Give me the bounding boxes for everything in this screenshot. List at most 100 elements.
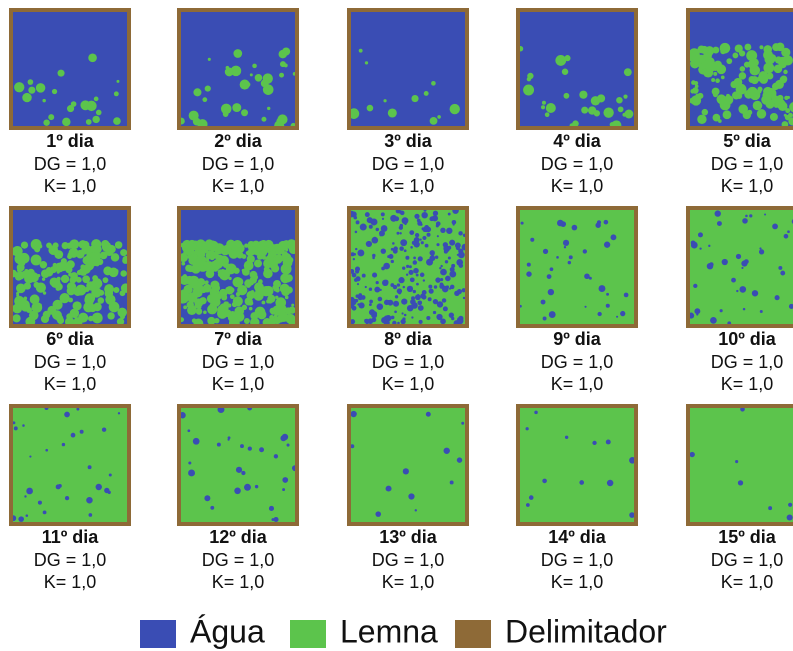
patch	[114, 91, 119, 96]
patch	[529, 495, 534, 500]
patch	[420, 273, 425, 278]
patch	[415, 294, 421, 300]
patch	[280, 284, 290, 294]
patch	[458, 316, 463, 321]
patch	[226, 286, 234, 294]
patch	[242, 254, 247, 259]
patch	[386, 486, 392, 492]
patch	[241, 471, 245, 475]
patch	[414, 214, 419, 219]
panel-label: 11º dia	[42, 527, 100, 547]
patch	[57, 277, 61, 281]
patch	[367, 217, 373, 223]
patch	[263, 286, 273, 296]
patch	[697, 55, 705, 63]
patch	[115, 241, 123, 249]
patch	[391, 316, 395, 320]
patch	[397, 322, 400, 325]
patch	[92, 116, 99, 123]
panel-k: K= 1,0	[382, 176, 435, 196]
patch	[86, 119, 92, 125]
patch	[15, 273, 22, 280]
patch	[188, 256, 197, 265]
patch	[736, 254, 741, 259]
panel-k: K= 1,0	[551, 572, 604, 592]
patch	[442, 298, 446, 302]
patch	[405, 256, 409, 260]
patch	[191, 243, 196, 248]
patch	[259, 447, 264, 452]
patch	[254, 259, 262, 267]
patch	[369, 225, 373, 229]
patch	[699, 247, 701, 249]
patch	[413, 268, 419, 274]
patch	[579, 91, 587, 99]
patch	[435, 255, 438, 258]
patch	[731, 278, 736, 283]
patch	[67, 282, 76, 291]
panel-k: K= 1,0	[382, 572, 435, 592]
patch	[108, 491, 111, 494]
patch	[421, 241, 424, 244]
patch	[416, 274, 419, 277]
patch	[188, 470, 195, 477]
patch	[457, 289, 462, 294]
patch	[248, 446, 252, 450]
patch	[440, 318, 446, 324]
patch	[227, 267, 234, 274]
patch	[80, 430, 84, 434]
patch	[28, 79, 34, 85]
patch	[603, 107, 613, 117]
patch	[89, 513, 93, 517]
patch	[230, 294, 235, 299]
patch	[24, 495, 26, 497]
panel-image	[518, 12, 634, 130]
patch	[738, 480, 743, 485]
patch	[543, 317, 547, 321]
patch	[23, 297, 27, 301]
patch	[534, 411, 538, 415]
patch	[739, 286, 746, 293]
patch	[224, 310, 231, 317]
patch	[34, 246, 40, 252]
patch	[202, 97, 207, 102]
patch	[407, 286, 413, 292]
patch	[207, 304, 217, 314]
patch	[721, 76, 725, 80]
patch	[722, 259, 728, 265]
panel-image	[10, 210, 131, 327]
panel-dg: DG = 1,0	[202, 352, 275, 372]
patch	[757, 109, 766, 118]
patch	[458, 251, 465, 258]
patch	[214, 318, 219, 323]
patch	[400, 211, 405, 216]
patch	[421, 212, 427, 218]
patch	[191, 265, 199, 273]
patch	[423, 279, 425, 281]
patch	[437, 235, 439, 237]
patch	[415, 509, 417, 511]
patch	[698, 232, 703, 237]
patch	[356, 220, 360, 224]
patch	[418, 305, 424, 311]
patch	[417, 221, 422, 226]
patch	[120, 249, 127, 256]
panel-bg	[520, 12, 634, 126]
patch	[121, 313, 124, 316]
patch	[46, 243, 52, 249]
panel-label: 14º dia	[548, 527, 607, 547]
patch	[720, 309, 723, 312]
patch	[285, 274, 293, 282]
patch	[450, 481, 454, 485]
patch	[366, 241, 372, 247]
patch	[733, 53, 739, 59]
patch	[16, 283, 26, 293]
patch	[748, 76, 755, 83]
patch	[693, 284, 697, 288]
patch	[717, 94, 727, 104]
patch	[18, 516, 24, 522]
patch	[242, 305, 247, 310]
patch	[88, 465, 92, 469]
patch	[22, 424, 25, 427]
panel-dg: DG = 1,0	[541, 352, 614, 372]
